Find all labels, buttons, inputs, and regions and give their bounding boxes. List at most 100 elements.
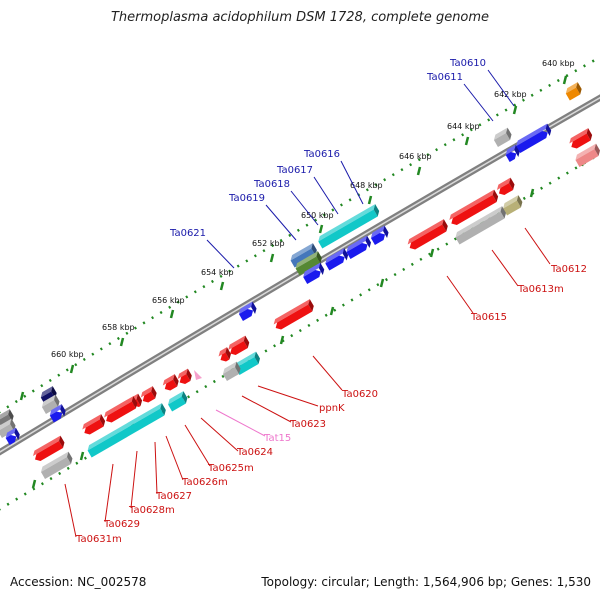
gene-block[interactable]	[0, 418, 18, 438]
major-tick	[464, 136, 470, 146]
rna-gene-label[interactable]: Tat15	[263, 433, 291, 444]
gene-block[interactable]	[573, 143, 600, 167]
major-tick	[318, 224, 324, 234]
gene-block[interactable]	[39, 451, 74, 479]
gene-block[interactable]	[31, 435, 66, 463]
gene-block[interactable]	[226, 335, 251, 357]
gene-block[interactable]	[272, 299, 316, 331]
gene-block[interactable]	[495, 177, 517, 197]
leader-line	[312, 355, 343, 391]
forward-gene-label[interactable]: Ta0621	[169, 228, 206, 239]
gene-block[interactable]	[323, 248, 350, 271]
leader-line	[491, 249, 519, 287]
leader-line	[130, 450, 138, 509]
gene-block[interactable]	[0, 409, 16, 428]
leader-line	[184, 424, 211, 467]
gene-block[interactable]	[139, 386, 159, 404]
reverse-gene-label[interactable]: Ta0627	[155, 491, 192, 502]
major-tick	[119, 337, 125, 347]
gene-block[interactable]	[289, 243, 319, 268]
forward-gene-label[interactable]: Ta0618	[253, 179, 290, 190]
forward-gene-label[interactable]: Ta0619	[228, 193, 265, 204]
reverse-gene-label[interactable]: Ta0613m	[517, 284, 564, 295]
leader-line	[524, 227, 551, 265]
gene-block[interactable]	[237, 301, 259, 321]
major-tick	[219, 281, 225, 291]
gene-block[interactable]	[221, 361, 243, 381]
gene-block[interactable]	[492, 127, 514, 147]
gene-block[interactable]	[86, 403, 168, 458]
forward-gene-label[interactable]: Ta0616	[303, 149, 340, 160]
major-tick	[31, 479, 37, 489]
leader-line	[313, 176, 339, 215]
reverse-gene-label[interactable]: Ta0626m	[181, 477, 228, 488]
major-tick	[329, 306, 335, 316]
gene-block[interactable]	[294, 251, 324, 276]
kbp-label: 644 kbp	[447, 122, 480, 131]
gene-block[interactable]	[102, 396, 139, 424]
gene-block[interactable]	[453, 206, 507, 245]
gene-block[interactable]	[406, 219, 450, 251]
gene-block[interactable]	[176, 368, 194, 386]
major-tick	[279, 335, 285, 345]
reverse-gene-label[interactable]: Ta0624	[236, 447, 273, 458]
gene-block[interactable]	[301, 262, 326, 284]
gene-block[interactable]	[369, 225, 391, 245]
gene-block[interactable]	[217, 347, 233, 363]
gene-block[interactable]	[344, 235, 373, 259]
gene-block[interactable]	[514, 123, 553, 153]
reverse-gene-label[interactable]: Ta0612	[550, 264, 587, 275]
major-tick	[512, 105, 518, 115]
gene-block[interactable]	[447, 189, 500, 227]
kbp-label: 640 kbp	[542, 59, 575, 68]
major-tick	[416, 166, 422, 176]
gene-block[interactable]	[40, 394, 62, 414]
inner-ruler	[0, 152, 600, 511]
major-tick	[562, 75, 568, 85]
forward-gene-label[interactable]: Ta0611	[426, 72, 463, 83]
forward-strand-genes	[0, 82, 584, 445]
leader-line	[206, 239, 235, 269]
gene-block[interactable]	[567, 128, 594, 150]
gene-block[interactable]	[501, 195, 524, 216]
leader-line	[487, 69, 515, 107]
accession-text: Accession: NC_002578	[10, 575, 147, 589]
reverse-gene-label[interactable]: Ta0620	[341, 389, 378, 400]
leader-line	[265, 204, 297, 241]
major-tick	[269, 253, 275, 263]
gene-block[interactable]	[316, 204, 381, 249]
leader-line	[463, 83, 494, 122]
reverse-gene-label[interactable]: Ta0628m	[128, 505, 175, 516]
reverse-gene-label[interactable]: Ta0631m	[75, 534, 122, 545]
kbp-label: 656 kbp	[152, 296, 185, 305]
major-tick	[429, 248, 435, 258]
leader-line	[154, 441, 158, 495]
forward-gene-label[interactable]: Ta0617	[276, 165, 313, 176]
forward-gene-label[interactable]: Ta0610	[449, 58, 486, 69]
kbp-label: 648 kbp	[350, 181, 383, 190]
gene-block[interactable]	[80, 414, 107, 436]
gene-block[interactable]	[4, 427, 22, 445]
major-tick	[79, 451, 85, 461]
reverse-gene-label[interactable]: ppnK	[319, 403, 345, 414]
trna-gene[interactable]	[194, 370, 202, 380]
kbp-label: 660 kbp	[51, 350, 84, 359]
reverse-gene-label[interactable]: Ta0625m	[207, 463, 254, 474]
kbp-label: 642 kbp	[494, 90, 527, 99]
genome-summary-text: Topology: circular; Length: 1,564,906 bp…	[261, 575, 591, 589]
major-tick	[529, 188, 535, 198]
gene-block[interactable]	[166, 391, 189, 412]
gene-block[interactable]	[504, 144, 522, 162]
leader-line	[165, 435, 184, 481]
reverse-gene-label[interactable]: Ta0623	[289, 419, 326, 430]
gene-block[interactable]	[48, 404, 68, 423]
gene-block[interactable]	[161, 374, 181, 392]
major-tick	[379, 278, 385, 288]
gene-block[interactable]	[564, 82, 584, 101]
reverse-gene-label[interactable]: Ta0629	[103, 519, 140, 530]
outer-ruler	[0, 58, 596, 414]
gene-block[interactable]	[233, 351, 262, 375]
leader-line	[340, 160, 364, 205]
reverse-gene-label[interactable]: Ta0615	[470, 312, 507, 323]
